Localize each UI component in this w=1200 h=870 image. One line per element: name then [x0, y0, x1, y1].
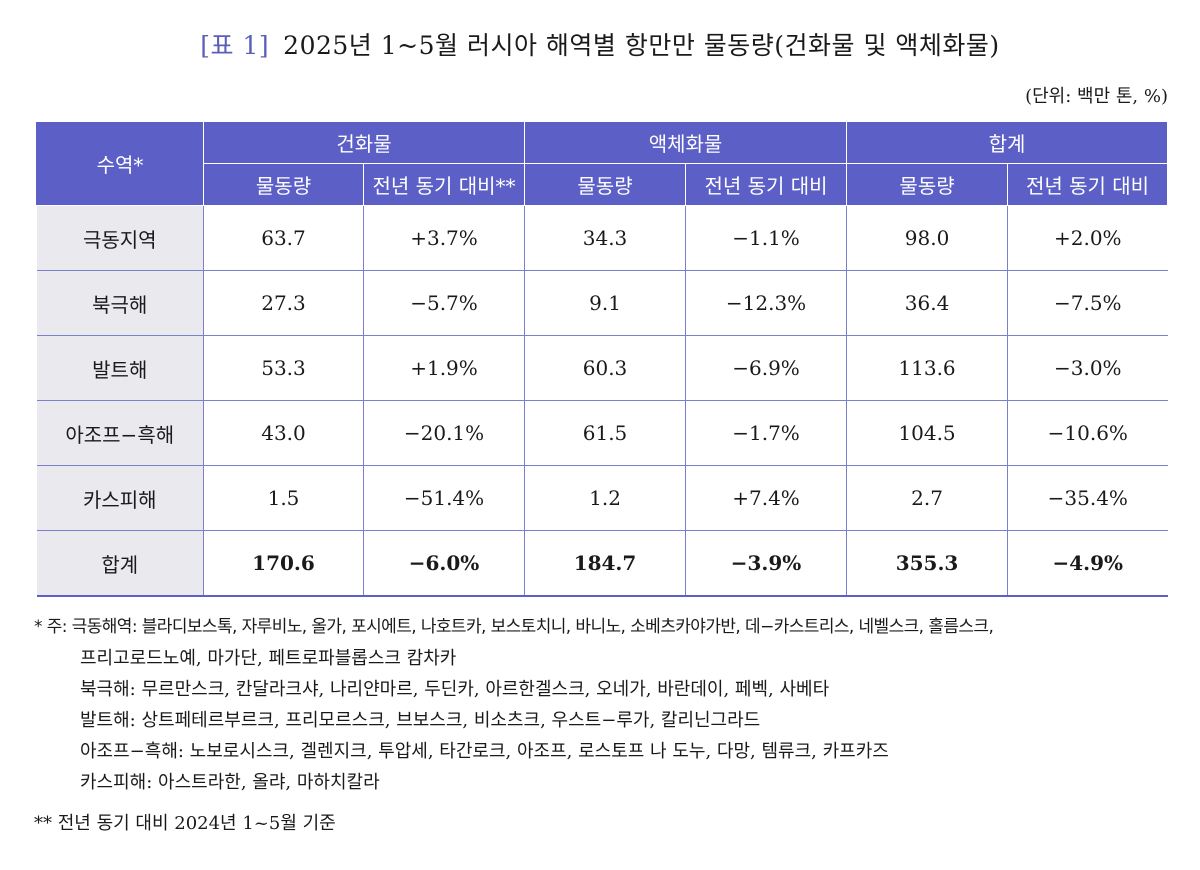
dry-yoy-cell: −20.1% [362, 400, 525, 466]
total-volume-cell: 36.4 [846, 270, 1008, 336]
footnotes: * 주: 극동해역: 블라디보스톡, 자루비노, 올가, 포시에트, 나호트카,… [34, 612, 1184, 839]
liquid-yoy-cell: +7.4% [685, 465, 847, 531]
region-cell: 합계 [36, 530, 204, 597]
footnote-arctic: 북극해: 무르만스크, 칸달라크샤, 나리얀마르, 두딘카, 아르한겔스크, 오… [80, 679, 830, 700]
dry-volume-cell: 63.7 [203, 205, 364, 271]
region-cell: 아조프−흑해 [36, 400, 204, 466]
header-total-volume: 물동량 [846, 163, 1009, 206]
liquid-yoy-cell: −1.1% [685, 205, 847, 271]
total-volume-cell: 113.6 [846, 335, 1008, 401]
table-row: 아조프−흑해 43.0 −20.1% 61.5 −1.7% 104.5 −10.… [36, 400, 1168, 466]
dry-volume-cell: 27.3 [203, 270, 364, 336]
table-row: 발트해 53.3 +1.9% 60.3 −6.9% 113.6 −3.0% [36, 335, 1168, 401]
header-dry-volume: 물동량 [203, 163, 364, 206]
header-dry-yoy: 전년 동기 대비** [362, 163, 526, 206]
header-liquid-volume: 물동량 [524, 163, 687, 206]
table-row: 극동지역 63.7 +3.7% 34.3 −1.1% 98.0 +2.0% [36, 205, 1168, 271]
liquid-volume-cell: 9.1 [524, 270, 686, 336]
liquid-volume-cell: 184.7 [524, 530, 686, 597]
header-group-liquid: 액체화물 [524, 121, 848, 164]
liquid-volume-cell: 60.3 [524, 335, 686, 401]
total-yoy-cell: −7.5% [1007, 270, 1168, 336]
dry-yoy-cell: −5.7% [362, 270, 525, 336]
dry-yoy-cell: +1.9% [362, 335, 525, 401]
total-yoy-cell: +2.0% [1007, 205, 1168, 271]
liquid-volume-cell: 34.3 [524, 205, 686, 271]
total-volume-cell: 98.0 [846, 205, 1008, 271]
total-volume-cell: 2.7 [846, 465, 1008, 531]
table-number-tag: [표 1] [200, 31, 270, 60]
unit-label: (단위: 백만 톤, %) [1025, 86, 1168, 107]
dry-volume-cell: 43.0 [203, 400, 364, 466]
table-title-text: 2025년 1~5월 러시아 해역별 항만만 물동량(건화물 및 액체화물) [283, 31, 1000, 60]
footnote-far-east-cont: 프리고로드노예, 마가단, 페트로파블롭스크 캄차카 [80, 648, 457, 669]
header-row-sub: 물동량 전년 동기 대비** 물동량 전년 동기 대비 물동량 전년 동기 대비 [37, 163, 1169, 206]
footnote-yoy-basis: ** 전년 동기 대비 2024년 1~5월 기준 [34, 813, 336, 834]
footnote-far-east: * 주: 극동해역: 블라디보스톡, 자루비노, 올가, 포시에트, 나호트카,… [34, 617, 994, 637]
total-yoy-cell: −4.9% [1007, 530, 1168, 597]
liquid-yoy-cell: −6.9% [685, 335, 847, 401]
dry-volume-cell: 1.5 [203, 465, 364, 531]
dry-yoy-cell: −6.0% [362, 530, 525, 597]
region-cell: 북극해 [36, 270, 204, 336]
region-cell: 극동지역 [36, 205, 204, 271]
liquid-yoy-cell: −1.7% [685, 400, 847, 466]
total-yoy-cell: −3.0% [1007, 335, 1168, 401]
header-total-yoy: 전년 동기 대비 [1007, 163, 1169, 206]
header-region: 수역* [36, 121, 204, 206]
liquid-yoy-cell: −3.9% [685, 530, 847, 597]
total-volume-cell: 104.5 [846, 400, 1008, 466]
header-liquid-yoy: 전년 동기 대비 [685, 163, 848, 206]
table-row: 카스피해 1.5 −51.4% 1.2 +7.4% 2.7 −35.4% [36, 465, 1168, 531]
header-group-total: 합계 [846, 121, 1169, 164]
dry-yoy-cell: −51.4% [362, 465, 525, 531]
table-total-row: 합계 170.6 −6.0% 184.7 −3.9% 355.3 −4.9% [36, 530, 1168, 597]
cargo-volume-table: 수역* 건화물 액체화물 합계 물동량 전년 동기 대비** 물동량 전년 동기… [36, 121, 1169, 597]
table-row: 북극해 27.3 −5.7% 9.1 −12.3% 36.4 −7.5% [36, 270, 1168, 336]
liquid-volume-cell: 61.5 [524, 400, 686, 466]
region-cell: 카스피해 [36, 465, 204, 531]
table-title: [표 1] 2025년 1~5월 러시아 해역별 항만만 물동량(건화물 및 액체… [0, 26, 1200, 62]
header-row-groups: 수역* 건화물 액체화물 합계 [36, 121, 1169, 206]
header-group-dry: 건화물 [202, 121, 526, 164]
footnote-azov-black: 아조프−흑해: 노보로시스크, 겔렌지크, 투압세, 타간로크, 아조프, 로스… [80, 741, 889, 762]
liquid-yoy-cell: −12.3% [685, 270, 847, 336]
liquid-volume-cell: 1.2 [524, 465, 686, 531]
dry-volume-cell: 170.6 [203, 530, 364, 597]
footnote-baltic: 발트해: 상트페테르부르크, 프리모르스크, 브보스크, 비소츠크, 우스트−루… [80, 710, 761, 731]
dry-volume-cell: 53.3 [203, 335, 364, 401]
total-volume-cell: 355.3 [846, 530, 1008, 597]
footnote-caspian: 카스피해: 아스트라한, 올랴, 마하치칼라 [80, 772, 380, 793]
dry-yoy-cell: +3.7% [362, 205, 525, 271]
region-cell: 발트해 [36, 335, 204, 401]
total-yoy-cell: −10.6% [1007, 400, 1168, 466]
total-yoy-cell: −35.4% [1007, 465, 1168, 531]
